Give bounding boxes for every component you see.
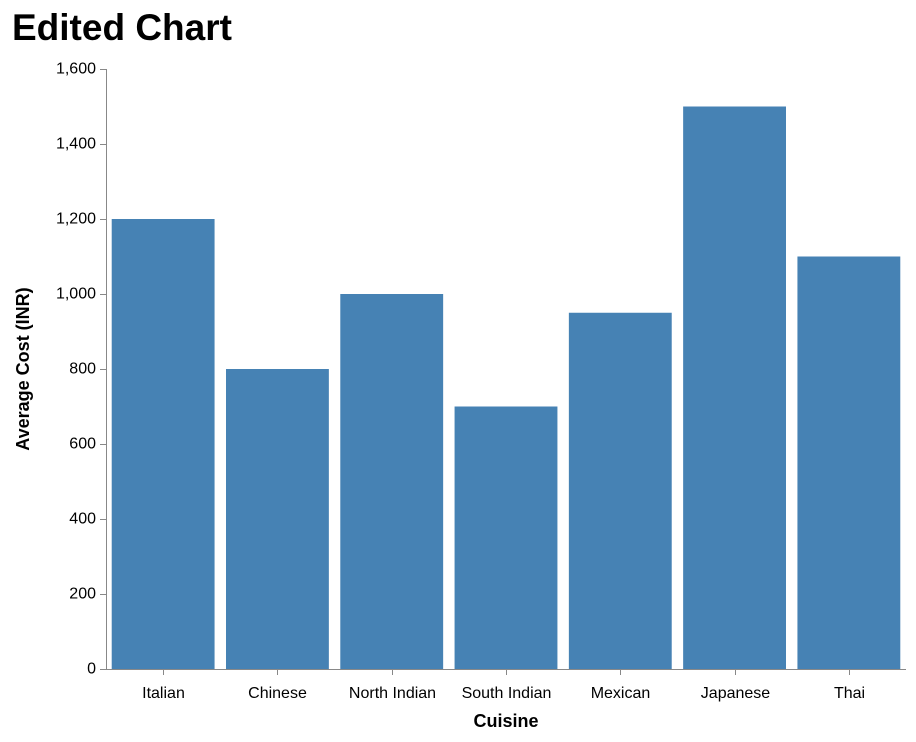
x-tick-label: North Indian — [349, 685, 436, 702]
y-tick-label: 1,200 — [56, 211, 96, 228]
y-tick-label: 400 — [69, 511, 96, 528]
y-tick-label: 1,000 — [56, 286, 96, 303]
y-tick-label: 600 — [69, 436, 96, 453]
y-tick-label: 1,600 — [56, 61, 96, 78]
y-tick-label: 1,400 — [56, 136, 96, 153]
bar-south-indian — [454, 406, 558, 669]
bar-thai — [797, 256, 901, 669]
x-axis: Italian Chinese North Indian South Indian Me… — [106, 669, 906, 702]
bar-italian — [111, 219, 215, 669]
x-tick-label: Japanese — [701, 685, 770, 702]
bar-north-indian — [340, 294, 444, 669]
bar-japanese — [683, 106, 786, 669]
y-axis: 0 200 400 600 800 1,000 1,200 1,400 1,600 — [56, 61, 107, 678]
x-tick-label: Thai — [834, 685, 865, 702]
y-tick-label: 200 — [69, 586, 96, 603]
bars-group — [111, 106, 901, 669]
y-tick-label: 800 — [69, 361, 96, 378]
bar-mexican — [568, 312, 672, 669]
x-tick-label: Chinese — [248, 685, 307, 702]
x-axis-title: Cuisine — [473, 711, 538, 731]
bar-chinese — [226, 369, 329, 669]
chart-title: Edited Chart — [12, 7, 232, 48]
x-tick-label: Italian — [142, 685, 185, 702]
y-tick-label: 0 — [87, 661, 96, 678]
x-tick-label: South Indian — [462, 685, 552, 702]
y-axis-title: Average Cost (INR) — [13, 287, 33, 450]
x-tick-label: Mexican — [591, 685, 651, 702]
